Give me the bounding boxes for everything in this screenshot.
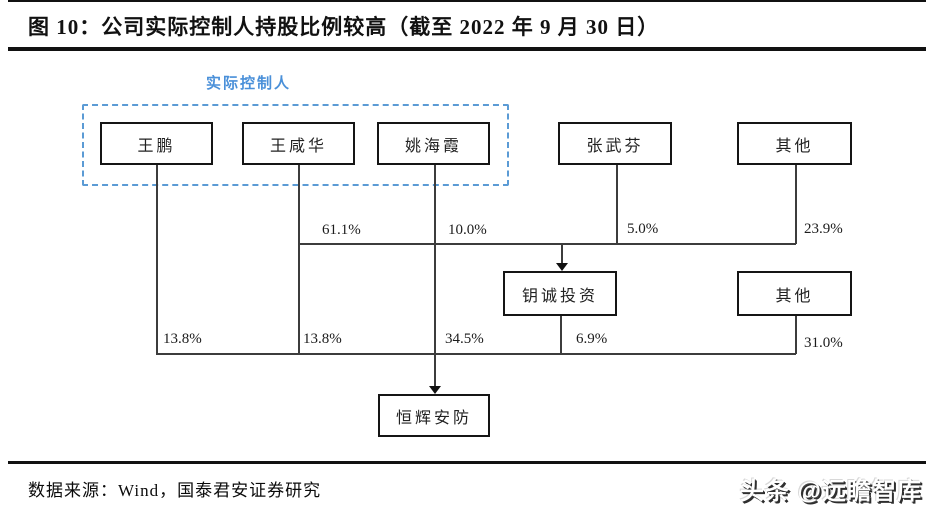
pct-yuecheng-henghui: 6.9% — [576, 331, 608, 347]
pct-wang-peng-henghui: 13.8% — [163, 331, 202, 347]
node-wang-peng: 王鹏 — [100, 122, 213, 165]
arrow-stem-yuecheng — [561, 243, 563, 265]
pct-other-yuecheng: 23.9% — [804, 221, 843, 237]
title-rule — [8, 47, 926, 51]
actual-controller-label: 实际控制人 — [206, 76, 292, 92]
pct-yao-haixia-henghui: 34.5% — [445, 331, 484, 347]
connector-yao-haixia-down — [434, 164, 436, 354]
arrowhead-henghui — [428, 386, 441, 394]
connector-wang-peng-down — [156, 164, 158, 354]
pct-other-henghui: 31.0% — [804, 335, 843, 351]
node-zhang-wufen: 张武芬 — [558, 122, 672, 165]
footer-rule — [8, 461, 926, 464]
node-wang-xianhua: 王咸华 — [242, 122, 355, 165]
collector-line-yuecheng — [298, 243, 796, 245]
actual-controller-dashed-box — [82, 104, 509, 186]
figure-title: 图 10：公司实际控制人持股比例较高（截至 2022 年 9 月 30 日） — [28, 11, 659, 41]
figure-title-prefix: 图 10： — [28, 15, 102, 39]
node-yuecheng: 钥诚投资 — [503, 271, 617, 316]
connector-other-mid-down — [795, 315, 797, 354]
node-other-top: 其他 — [737, 122, 852, 165]
arrow-stem-henghui — [434, 353, 436, 387]
toutiao-watermark: 头条 @远瞻智库 — [739, 478, 922, 505]
connector-other-top-down — [795, 164, 797, 244]
connector-yuecheng-down — [560, 315, 562, 354]
collector-line-henghui — [156, 353, 796, 355]
top-rule — [8, 0, 926, 2]
arrowhead-yuecheng — [555, 263, 568, 271]
node-other-mid: 其他 — [737, 271, 852, 316]
connector-zhang-wufen-down — [616, 164, 618, 244]
connector-wang-xianhua-down — [298, 164, 300, 354]
data-source-note: 数据来源：Wind，国泰君安证券研究 — [28, 481, 322, 500]
pct-wang-xianhua-yuecheng: 61.1% — [322, 222, 361, 238]
node-yao-haixia: 姚海霞 — [377, 122, 490, 165]
pct-yao-haixia-yuecheng: 10.0% — [448, 222, 487, 238]
pct-zhang-wufen-yuecheng: 5.0% — [627, 221, 659, 237]
node-henghui: 恒辉安防 — [378, 394, 490, 437]
pct-wang-xianhua-henghui: 13.8% — [303, 331, 342, 347]
figure-title-text: 公司实际控制人持股比例较高（截至 2022 年 9 月 30 日） — [101, 15, 660, 39]
